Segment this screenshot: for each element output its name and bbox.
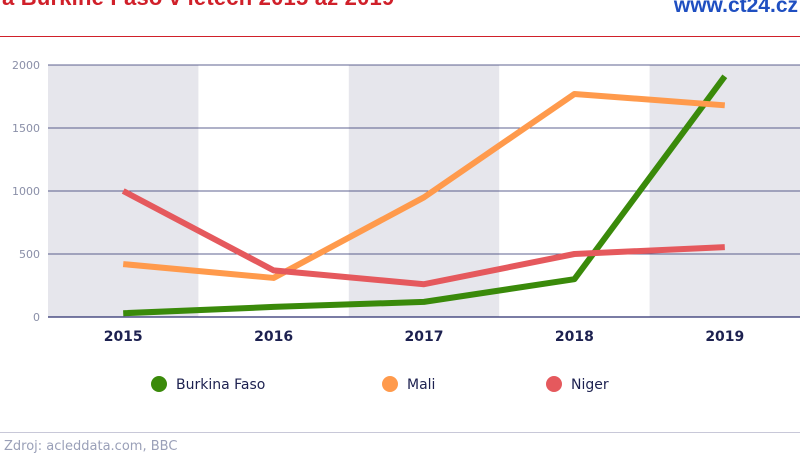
x-tick-label-2019: 2019 [705,329,744,345]
y-tick-label: 0 [33,311,40,324]
legend-label: Burkina Faso [176,377,265,393]
legend-marker-niger [546,376,562,392]
y-tick-label: 2000 [12,59,40,72]
y-tick-label: 500 [19,248,40,261]
y-tick-label: 1500 [12,122,40,135]
x-tick-label-2018: 2018 [555,329,594,345]
legend-marker-mali [382,376,398,392]
x-tick-label-2016: 2016 [254,329,293,345]
legend-label: Mali [407,377,435,393]
x-tick-label-2017: 2017 [405,329,444,345]
y-tick-label: 1000 [12,185,40,198]
x-tick-label-2015: 2015 [104,329,143,345]
source-note: Zdroj: acleddata.com, BBC [4,439,177,454]
footer-divider [0,432,800,433]
legend-marker-burkina-faso [151,376,167,392]
legend-label: Niger [571,377,609,393]
